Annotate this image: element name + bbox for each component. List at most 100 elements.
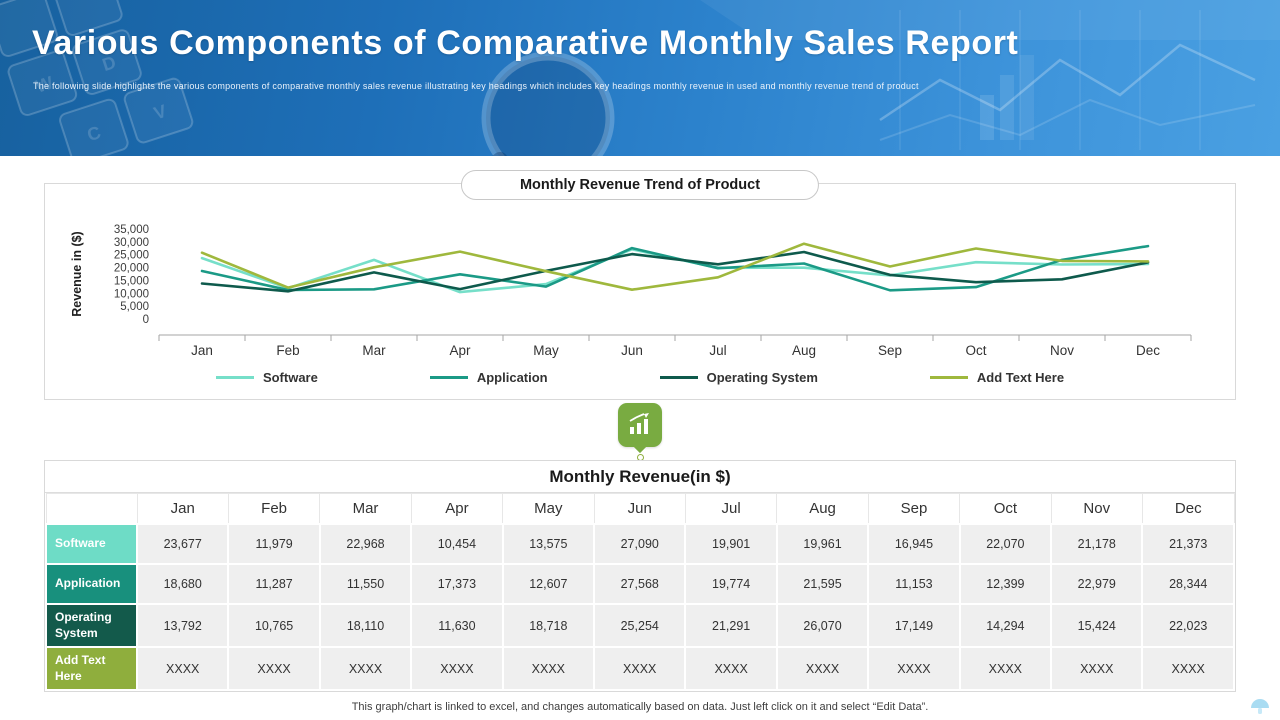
- month-header-row: Jan Feb Mar Apr May Jun Jul Aug Sep Oct Nov Dec: [45, 493, 1235, 525]
- value-cell: 22,070: [958, 523, 1053, 565]
- value-cell: 12,399: [958, 563, 1053, 605]
- row-label: Application: [45, 563, 138, 605]
- x-tick-label: Sep: [878, 343, 902, 358]
- legend-swatch-icon: [215, 376, 254, 379]
- svg-text:D: D: [100, 52, 119, 75]
- brand-logo: [1251, 699, 1269, 714]
- month-column-header: Aug: [776, 493, 869, 525]
- header-decoration: W D C V: [0, 0, 1280, 156]
- x-tick-label: Apr: [449, 343, 471, 358]
- month-column-header: Feb: [227, 493, 321, 525]
- trend-chart-panel[interactable]: Monthly Revenue Trend of Product 35,000 3…: [44, 170, 1236, 400]
- row-label: Add Text Here: [45, 646, 138, 692]
- header-banner: W D C V Various Components of Comparative M…: [0, 0, 1280, 156]
- month-column-header: Mar: [319, 493, 412, 525]
- table-title: Monthly Revenue(in $): [45, 461, 1235, 493]
- value-cell: 17,149: [867, 602, 961, 649]
- table-row: Operating System 13,792 10,765 18,110 11,630…: [45, 602, 1235, 649]
- value-cell: 27,568: [593, 563, 687, 605]
- value-cell: XXXX: [593, 646, 687, 692]
- value-cell: 21,595: [775, 563, 870, 605]
- y-tick-label: 15,000: [114, 275, 149, 287]
- value-cell: XXXX: [684, 646, 778, 692]
- y-tick-label: 20,000: [114, 263, 149, 275]
- value-cell: 19,961: [775, 523, 870, 565]
- svg-text:C: C: [85, 122, 104, 145]
- value-cell: 14,294: [958, 602, 1053, 649]
- value-cell: XXXX: [1141, 646, 1235, 692]
- chart-legend: Software Application Operating System Add T…: [45, 370, 1235, 385]
- month-column-header: Oct: [959, 493, 1052, 525]
- legend-swatch-icon: [429, 376, 468, 379]
- bar-chart-icon: [618, 403, 662, 447]
- value-cell: 15,424: [1050, 602, 1144, 649]
- value-cell: XXXX: [867, 646, 961, 692]
- legend-label: Add Text Here: [976, 370, 1065, 385]
- value-cell: XXXX: [227, 646, 321, 692]
- value-cell: 11,153: [867, 563, 961, 605]
- y-tick-label: 25,000: [114, 250, 149, 262]
- value-cell: 16,945: [867, 523, 961, 565]
- svg-text:V: V: [151, 101, 169, 124]
- value-cell: 19,774: [684, 563, 778, 605]
- y-tick-label: 30,000: [114, 237, 149, 249]
- month-column-header: Nov: [1050, 493, 1143, 525]
- magnifier-icon: [481, 51, 615, 156]
- x-tick-label: Jan: [191, 343, 213, 358]
- page-title: Various Components of Comparative Monthl…: [32, 24, 1019, 62]
- value-cell: 21,291: [684, 602, 778, 649]
- x-tick-label: Jun: [621, 343, 643, 358]
- legend-item: Operating System: [659, 370, 818, 385]
- table-row: Software 23,677 11,979 22,968 10,454 13,575 27…: [45, 523, 1235, 565]
- value-cell: 27,090: [593, 523, 687, 565]
- x-tick-label: May: [533, 343, 559, 358]
- value-cell: 11,979: [227, 523, 321, 565]
- legend-label: Operating System: [706, 370, 818, 385]
- legend-item: Application: [429, 370, 548, 385]
- legend-swatch-icon: [659, 376, 698, 379]
- value-cell: 21,373: [1141, 523, 1235, 565]
- value-cell: 26,070: [775, 602, 870, 649]
- trend-line-chart: 35,00030,00025,00020,00015,00010,0005,00…: [70, 224, 1192, 358]
- value-cell: 18,718: [501, 602, 596, 649]
- month-column-header: May: [502, 493, 595, 525]
- value-cell: XXXX: [1050, 646, 1144, 692]
- value-cell: 22,979: [1050, 563, 1144, 605]
- value-cell: 11,287: [227, 563, 321, 605]
- page-subtitle: The following slide highlights the vario…: [33, 81, 919, 91]
- table-corner-cell: [45, 493, 138, 525]
- row-label: Software: [45, 523, 138, 565]
- series-line-software: [200, 247, 1150, 294]
- value-cell: 13,792: [135, 602, 230, 649]
- value-cell: 18,110: [318, 602, 413, 649]
- x-tick-label: Mar: [362, 343, 386, 358]
- value-cell: 11,550: [318, 563, 413, 605]
- value-cell: XXXX: [501, 646, 596, 692]
- x-tick-label: Feb: [276, 343, 299, 358]
- value-cell: XXXX: [410, 646, 504, 692]
- month-column-header: Sep: [867, 493, 961, 525]
- value-cell: 10,454: [410, 523, 504, 565]
- value-cell: 17,373: [410, 563, 504, 605]
- value-cell: XXXX: [775, 646, 870, 692]
- table-row: Add Text Here XXXX XXXX XXXX XXXX XXXX XXXX XXX…: [45, 646, 1235, 692]
- legend-item: Add Text Here: [929, 370, 1065, 385]
- value-cell: 12,607: [501, 563, 596, 605]
- value-cell: 13,575: [501, 523, 596, 565]
- y-tick-label: 5,000: [120, 301, 149, 313]
- value-cell: 11,630: [410, 602, 504, 649]
- row-label: Operating System: [45, 602, 138, 649]
- x-tick-label: Aug: [792, 343, 816, 358]
- revenue-table-panel[interactable]: Monthly Revenue(in $) Jan Feb Mar Apr May Jun…: [44, 460, 1236, 693]
- value-cell: 18,680: [135, 563, 230, 605]
- y-tick-label: 35,000: [114, 224, 149, 236]
- y-axis-title: Revenue in ($): [70, 231, 84, 316]
- series-line-add-text-here: [200, 242, 1150, 291]
- value-cell: XXXX: [135, 646, 230, 692]
- x-tick-label: Dec: [1136, 343, 1160, 358]
- chart-divider-marker: [610, 403, 670, 461]
- month-column-header: Dec: [1141, 493, 1235, 525]
- revenue-table: Jan Feb Mar Apr May Jun Jul Aug Sep Oct Nov Dec Sof…: [45, 493, 1235, 692]
- value-cell: XXXX: [318, 646, 413, 692]
- value-cell: XXXX: [958, 646, 1053, 692]
